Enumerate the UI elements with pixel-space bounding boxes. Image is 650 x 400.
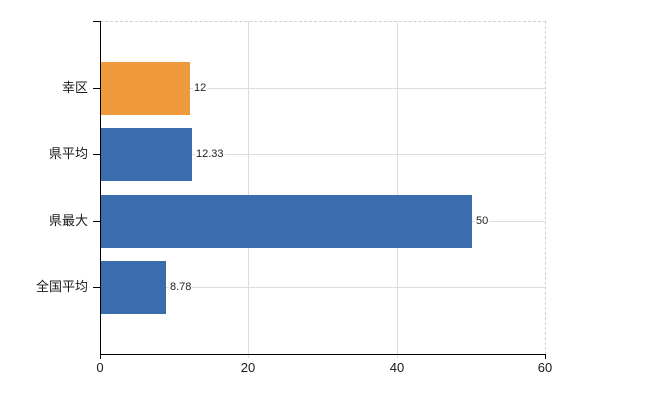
bar: [101, 62, 190, 115]
gridline-h: [100, 154, 545, 155]
y-tick: [93, 287, 100, 288]
x-tick: [248, 354, 249, 358]
x-tick: [397, 354, 398, 358]
bar: [101, 195, 472, 248]
plot-area: [100, 21, 546, 355]
bar-value-label: 12: [193, 81, 208, 95]
bar-value-label: 8.78: [169, 280, 193, 294]
gridline-v: [248, 21, 249, 354]
x-tick-label: 0: [96, 360, 104, 375]
y-axis-label: 県最大: [48, 213, 88, 228]
bar: [101, 128, 192, 181]
x-axis-line: [100, 354, 546, 355]
bar-value-label: 12.33: [195, 147, 225, 161]
bar: [101, 261, 166, 314]
y-tick: [93, 154, 100, 155]
x-tick-label: 40: [389, 360, 405, 375]
bar-value-label: 50: [475, 214, 490, 228]
gridline-v: [397, 21, 398, 354]
y-tick: [93, 88, 100, 89]
y-tick: [93, 221, 100, 222]
gridline-h: [100, 287, 545, 288]
x-tick: [545, 354, 546, 359]
x-tick-label: 20: [240, 360, 256, 375]
y-axis-label: 幸区: [61, 80, 88, 95]
y-axis-line: [100, 21, 101, 359]
gridline-h: [100, 88, 545, 89]
x-tick-label: 60: [537, 360, 553, 375]
y-axis-label: 県平均: [48, 146, 88, 161]
axis-top-tick: [93, 21, 100, 22]
y-axis-label: 全国平均: [35, 279, 88, 294]
